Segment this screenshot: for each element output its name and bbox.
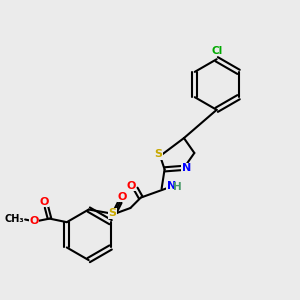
Text: O: O [40,197,49,207]
Text: O: O [29,216,39,226]
Text: N: N [182,164,191,173]
Text: S: S [154,149,163,160]
Text: O: O [127,181,136,191]
Text: H: H [173,182,182,192]
Text: N: N [167,181,176,191]
Text: Cl: Cl [211,46,222,56]
Text: O: O [118,192,127,202]
Text: S: S [109,208,116,218]
Text: CH₃: CH₃ [4,214,24,224]
